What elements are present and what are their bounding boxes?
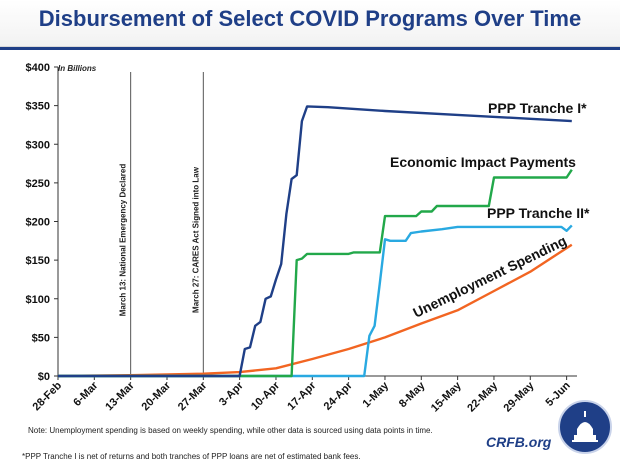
series-line-ppp-tranche-ii <box>58 224 573 378</box>
event-label: March 13: National Emergency Declared <box>119 164 128 317</box>
series-line-ppp-tranche-i <box>58 105 572 378</box>
event-label: March 27: CARES Act Signed into Law <box>191 166 200 313</box>
x-tick-label: 1-May <box>361 379 392 410</box>
y-tick-label: $350 <box>26 101 50 113</box>
unit-label: In Billions <box>58 64 97 73</box>
title-band <box>0 0 620 47</box>
x-tick-label: 17-Apr <box>285 379 319 413</box>
y-tick-label: $150 <box>26 255 50 267</box>
x-tick-label: 24-Apr <box>322 379 356 413</box>
footnote: *PPP Tranche I is net of returns and bot… <box>22 452 361 461</box>
chart-title: Disbursement of Select COVID Programs Ov… <box>38 6 582 31</box>
data-note: Note: Unemployment spending is based on … <box>28 426 433 435</box>
x-tick-label: 28-Feb <box>31 379 65 413</box>
y-tick-label: $0 <box>38 371 50 383</box>
y-tick-label: $250 <box>26 178 50 190</box>
series-label-economic-impact-payments: Economic Impact Payments <box>390 154 576 170</box>
x-tick-label: 13-Mar <box>103 379 137 413</box>
x-tick-label: 27-Mar <box>176 379 210 413</box>
annotations: March 13: National Emergency Declared Mar… <box>119 72 204 376</box>
y-axis: $0 $50 $100 $150 $200 $250 $300 $350 $400 <box>26 62 59 383</box>
y-tick-label: $50 <box>32 332 50 344</box>
y-tick-label: $400 <box>26 62 50 74</box>
series-label-unemployment-spending: Unemployment Spending <box>410 232 569 320</box>
x-tick-label: 22-May <box>465 379 500 414</box>
capitol-dome-icon <box>572 411 598 442</box>
y-tick-label: $200 <box>26 217 50 229</box>
x-tick-label: 3-Apr <box>217 379 246 408</box>
x-tick-label: 15-May <box>429 379 464 414</box>
x-tick-label: 6-Mar <box>71 379 101 409</box>
series-line-economic-impact-payments <box>58 169 573 378</box>
series-label-ppp-tranche-1: PPP Tranche I* <box>488 100 587 116</box>
y-tick-label: $100 <box>26 294 50 306</box>
x-tick-label: 20-Mar <box>140 379 174 413</box>
x-tick-label: 10-Apr <box>249 379 283 413</box>
x-tick-label: 29-May <box>502 379 537 414</box>
y-tick-label: $300 <box>26 139 50 151</box>
title-rule <box>0 47 620 50</box>
series-line-unemployment-spending <box>57 243 573 378</box>
series-lines <box>57 105 573 378</box>
brand-link[interactable]: CRFB.org <box>486 434 552 450</box>
series-label-ppp-tranche-2: PPP Tranche II* <box>487 205 590 221</box>
x-tick-label: 8-May <box>397 379 428 410</box>
x-axis: 28-Feb 6-Mar 13-Mar 20-Mar 27-Mar 3-Apr 10-Apr… <box>31 375 577 414</box>
capitol-seal-logo <box>558 400 612 454</box>
